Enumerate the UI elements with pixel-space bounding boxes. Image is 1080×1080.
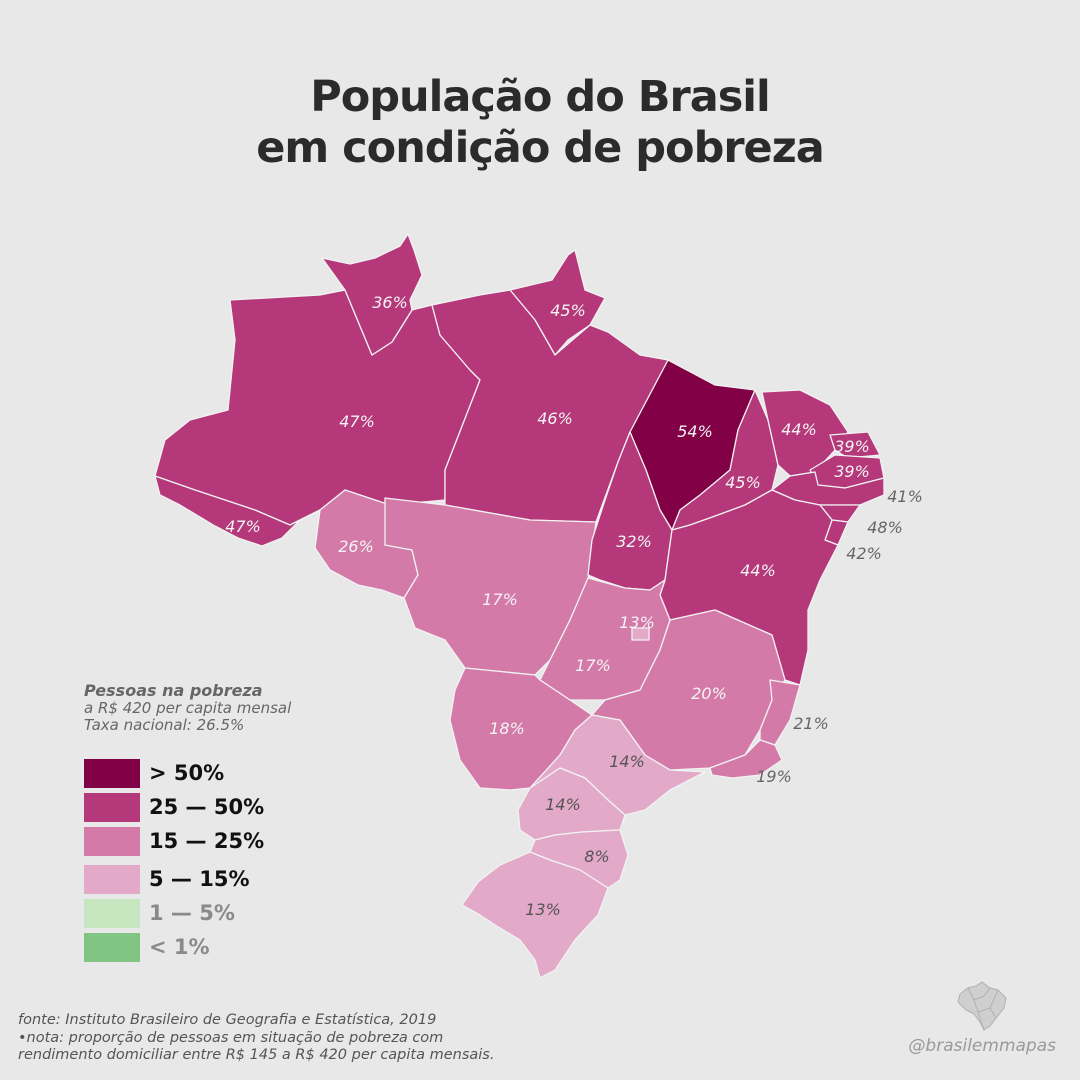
legend-swatch (84, 932, 140, 962)
footer-note: •nota: proporção de pessoas em situação … (18, 1030, 444, 1046)
legend-subtitle: a R$ 420 per capita mensal (84, 699, 292, 717)
legend-swatch (84, 826, 140, 856)
legend-swatch (84, 792, 140, 822)
legend-label: 15 — 25% (149, 829, 265, 853)
legend-label: < 1% (149, 935, 210, 959)
legend-label: 5 — 15% (149, 867, 250, 891)
state-minas-gerais[interactable] (591, 609, 786, 771)
legend-label: 1 — 5% (149, 901, 235, 925)
map-title-line-2: em condição de pobreza (256, 123, 825, 173)
state-rio-de-janeiro[interactable] (709, 739, 783, 779)
label-maranhao: 54% (677, 422, 713, 441)
label-goias: 17% (575, 656, 611, 675)
legend-national-rate: Taxa nacional: 26.5% (84, 716, 245, 734)
label-mato-grosso: 17% (482, 590, 518, 609)
label-rondonia: 26% (338, 537, 374, 556)
label-bahia: 44% (740, 561, 776, 580)
label-sao-paulo: 14% (609, 752, 645, 771)
label-tocantins: 32% (616, 532, 652, 551)
legend-title: Pessoas na pobreza (84, 681, 263, 700)
label-paraiba: 39% (834, 462, 870, 481)
label-alagoas: 48% (867, 518, 903, 537)
legend-item-25-50: 25 — 50% (84, 792, 264, 822)
footer-source: fonte: Instituto Brasileiro de Geografia… (18, 1012, 437, 1028)
label-espirito-santo: 21% (793, 714, 829, 733)
label-sergipe: 42% (846, 544, 882, 563)
label-pernambuco: 41% (887, 487, 923, 506)
label-roraima: 36% (372, 293, 408, 312)
label-mato-grosso-do-sul: 18% (489, 719, 525, 738)
label-rio-grande-do-sul: 13% (525, 900, 561, 919)
legend-item-gt50: > 50% (84, 758, 224, 788)
legend-swatch (84, 864, 140, 894)
label-parana: 14% (545, 795, 581, 814)
legend-item-1-5: 1 — 5% (84, 898, 235, 928)
label-rio-de-janeiro: 19% (756, 767, 792, 786)
legend-item-lt1: < 1% (84, 932, 210, 962)
label-acre: 47% (225, 517, 261, 536)
legend-swatch (84, 898, 140, 928)
state-rio-grande-do-sul[interactable] (461, 851, 609, 979)
legend-swatch (84, 758, 140, 788)
author-credit: @brasilemmapas (908, 1036, 1056, 1056)
legend-label: > 50% (149, 761, 225, 785)
state-distrito-federal[interactable] (631, 627, 650, 641)
legend-item-15-25: 15 — 25% (84, 826, 264, 856)
label-minas-gerais: 20% (691, 684, 727, 703)
state-amazonas[interactable] (154, 289, 481, 526)
label-rio-grande-do-norte: 39% (834, 437, 870, 456)
legend-item-5-15: 5 — 15% (84, 864, 250, 894)
legend-label: 25 — 50% (149, 795, 265, 819)
label-para: 46% (537, 409, 573, 428)
label-distrito-federal: 13% (619, 613, 655, 632)
label-piaui: 45% (725, 473, 761, 492)
label-santa-catarina: 8% (584, 847, 609, 866)
state-acre[interactable] (154, 475, 321, 547)
label-amazonas: 47% (339, 412, 375, 431)
footer-note-continued: rendimento domiciliar entre R$ 145 a R$ … (18, 1047, 495, 1063)
label-ceara: 44% (781, 420, 817, 439)
label-amapa: 45% (550, 301, 586, 320)
brazil-map-logo-icon (957, 981, 1007, 1031)
state-roraima[interactable] (321, 233, 423, 356)
map-title-line-1: População do Brasil (310, 72, 771, 122)
